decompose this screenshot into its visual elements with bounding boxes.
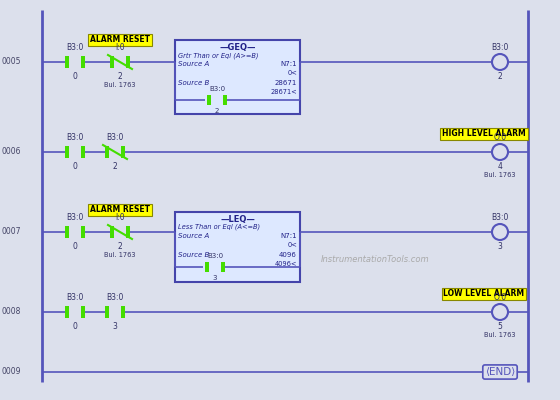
Text: 5: 5 (498, 322, 502, 331)
Text: 2: 2 (118, 242, 123, 251)
Text: 2: 2 (118, 72, 123, 81)
Text: Source B: Source B (178, 252, 209, 258)
Text: LOW LEVEL ALARM: LOW LEVEL ALARM (444, 290, 525, 298)
Bar (221, 262, 225, 272)
Text: B3:0: B3:0 (209, 86, 225, 92)
Text: 0: 0 (73, 322, 77, 331)
Text: 3: 3 (213, 275, 217, 281)
Text: Bul. 1763: Bul. 1763 (104, 252, 136, 258)
Text: I:0: I:0 (115, 43, 125, 52)
Bar (81, 146, 85, 158)
Bar (205, 262, 209, 272)
Text: O:0: O:0 (493, 133, 507, 142)
Bar (81, 226, 85, 238)
Text: 28671<: 28671< (270, 89, 297, 95)
Text: B3:0: B3:0 (66, 293, 83, 302)
Bar (126, 226, 130, 238)
Text: B3:0: B3:0 (66, 213, 83, 222)
Text: B3:0: B3:0 (491, 213, 508, 222)
Text: 4096<: 4096< (274, 261, 297, 267)
Text: 3: 3 (498, 242, 502, 251)
Text: Bul. 1763: Bul. 1763 (484, 332, 516, 338)
Text: 4: 4 (498, 162, 502, 171)
Text: 28671: 28671 (274, 80, 297, 86)
Text: Source A: Source A (178, 61, 209, 67)
Bar (65, 146, 69, 158)
Bar (175, 212, 300, 282)
Text: I:0: I:0 (115, 213, 125, 222)
Text: —GEQ—: —GEQ— (220, 43, 256, 52)
Bar (81, 306, 85, 318)
Bar (81, 56, 85, 68)
Text: O:0: O:0 (493, 293, 507, 302)
Bar (105, 306, 109, 318)
Text: Less Than or Eql (A<=B): Less Than or Eql (A<=B) (178, 224, 260, 230)
Bar (121, 146, 125, 158)
Text: Grtr Than or Eql (A>=B): Grtr Than or Eql (A>=B) (178, 52, 259, 59)
Text: Source A: Source A (178, 233, 209, 239)
Text: ALARM RESET: ALARM RESET (90, 36, 150, 44)
Text: B3:0: B3:0 (491, 43, 508, 52)
Bar (65, 226, 69, 238)
Text: N7:1: N7:1 (281, 233, 297, 239)
Bar (175, 40, 300, 114)
Text: 0005: 0005 (2, 58, 21, 66)
Text: 2: 2 (215, 108, 219, 114)
Text: ⟨END⟩: ⟨END⟩ (485, 367, 515, 377)
Text: 0<: 0< (287, 70, 297, 76)
Text: B3:0: B3:0 (66, 43, 83, 52)
Bar (65, 56, 69, 68)
Text: —LEQ—: —LEQ— (220, 215, 255, 224)
Bar (105, 146, 109, 158)
Text: 0009: 0009 (2, 368, 21, 376)
Text: B3:0: B3:0 (207, 253, 223, 259)
Text: 0: 0 (73, 162, 77, 171)
Text: 2: 2 (498, 72, 502, 81)
Text: HIGH LEVEL ALARM: HIGH LEVEL ALARM (442, 130, 526, 138)
Text: 0008: 0008 (2, 308, 21, 316)
Bar (110, 226, 114, 238)
Text: 0: 0 (73, 242, 77, 251)
Text: B3:0: B3:0 (106, 133, 124, 142)
Text: 3: 3 (113, 322, 118, 331)
Bar (110, 56, 114, 68)
Text: 0<: 0< (287, 242, 297, 248)
Text: Bul. 1763: Bul. 1763 (484, 172, 516, 178)
Bar (223, 95, 227, 105)
Text: ALARM RESET: ALARM RESET (90, 206, 150, 214)
Text: 0: 0 (73, 72, 77, 81)
Text: B3:0: B3:0 (66, 133, 83, 142)
Text: Source B: Source B (178, 80, 209, 86)
Bar (126, 56, 130, 68)
Text: 0007: 0007 (2, 228, 21, 236)
Text: N7:1: N7:1 (281, 61, 297, 67)
Bar (65, 306, 69, 318)
Text: 0006: 0006 (2, 148, 21, 156)
Bar (207, 95, 211, 105)
Text: 4096: 4096 (279, 252, 297, 258)
Text: Bul. 1763: Bul. 1763 (104, 82, 136, 88)
Text: InstrumentationTools.com: InstrumentationTools.com (321, 256, 430, 264)
Text: B3:0: B3:0 (106, 293, 124, 302)
Text: 2: 2 (113, 162, 118, 171)
Bar (121, 306, 125, 318)
